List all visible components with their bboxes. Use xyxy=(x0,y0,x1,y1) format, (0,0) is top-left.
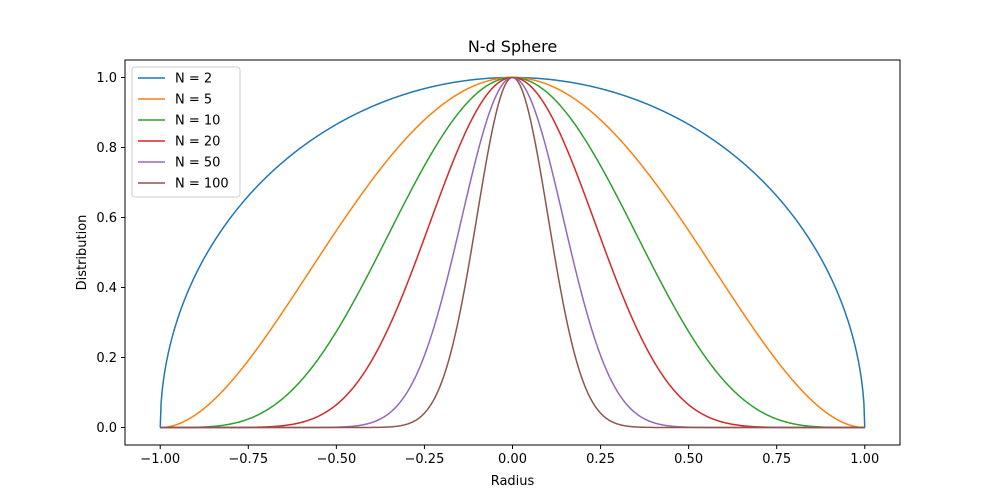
legend-label-5: N = 100 xyxy=(175,177,229,192)
x-tick-label: −1.00 xyxy=(140,452,180,467)
x-tick-label: −0.25 xyxy=(405,452,445,467)
y-tick-label: 0.6 xyxy=(96,211,117,226)
series-layer xyxy=(159,76,866,429)
x-tick-label: 1.00 xyxy=(850,452,879,467)
y-tick-label: 0.8 xyxy=(96,141,117,156)
series-line-5 xyxy=(160,76,865,429)
x-axis: −1.00 −0.75 −0.50 −0.25 0.00 0.25 0.50 0.75 1.00 xyxy=(140,445,879,467)
x-tick-label: 0.00 xyxy=(498,452,527,467)
legend: N = 2 N = 5 N = 10 N = 20 N = 50 N = 100 xyxy=(131,66,241,198)
legend-label-0: N = 2 xyxy=(175,72,212,87)
legend-label-1: N = 5 xyxy=(175,93,212,108)
y-axis: 0.0 0.2 0.4 0.6 0.8 1.0 xyxy=(96,71,125,436)
legend-label-3: N = 20 xyxy=(175,135,220,150)
y-tick-label: 0.0 xyxy=(96,421,117,436)
x-tick-label: 0.25 xyxy=(586,452,615,467)
x-tick-label: −0.75 xyxy=(228,452,268,467)
x-tick-label: −0.50 xyxy=(316,452,356,467)
y-tick-label: 0.4 xyxy=(96,281,117,296)
chart-title: N-d Sphere xyxy=(468,37,557,56)
y-tick-label: 0.2 xyxy=(96,351,117,366)
x-tick-label: 0.50 xyxy=(674,452,703,467)
x-axis-label: Radius xyxy=(491,474,535,489)
legend-label-2: N = 10 xyxy=(175,114,220,129)
y-axis-label: Distribution xyxy=(75,215,90,291)
y-tick-label: 1.0 xyxy=(96,71,117,86)
legend-label-4: N = 50 xyxy=(175,156,220,171)
x-tick-label: 0.75 xyxy=(762,452,791,467)
